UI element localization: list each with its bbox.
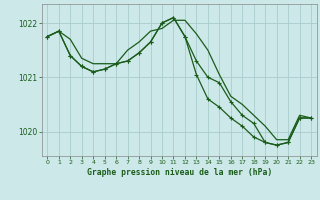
X-axis label: Graphe pression niveau de la mer (hPa): Graphe pression niveau de la mer (hPa)	[87, 168, 272, 177]
